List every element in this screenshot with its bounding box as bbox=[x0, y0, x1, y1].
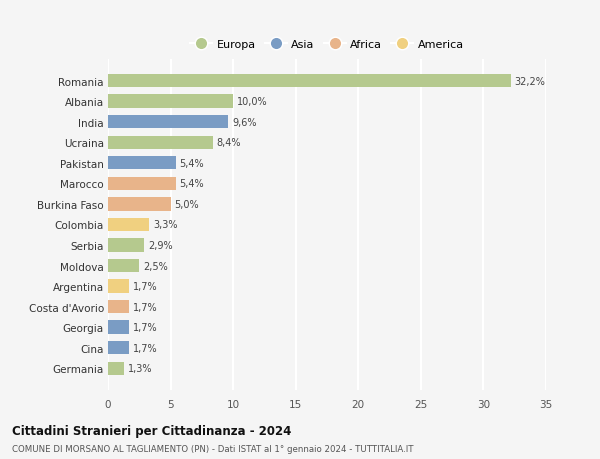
Text: 1,7%: 1,7% bbox=[133, 281, 158, 291]
Text: 8,4%: 8,4% bbox=[217, 138, 241, 148]
Bar bbox=[108, 198, 170, 211]
Text: 1,7%: 1,7% bbox=[133, 343, 158, 353]
Text: COMUNE DI MORSANO AL TAGLIAMENTO (PN) - Dati ISTAT al 1° gennaio 2024 - TUTTITAL: COMUNE DI MORSANO AL TAGLIAMENTO (PN) - … bbox=[12, 444, 413, 453]
Bar bbox=[108, 321, 129, 334]
Text: 9,6%: 9,6% bbox=[232, 118, 256, 127]
Text: 5,4%: 5,4% bbox=[179, 179, 204, 189]
Bar bbox=[108, 300, 129, 313]
Bar bbox=[108, 95, 233, 108]
Bar bbox=[108, 239, 144, 252]
Text: Cittadini Stranieri per Cittadinanza - 2024: Cittadini Stranieri per Cittadinanza - 2… bbox=[12, 424, 292, 437]
Bar bbox=[108, 116, 228, 129]
Text: 1,7%: 1,7% bbox=[133, 302, 158, 312]
Text: 3,3%: 3,3% bbox=[153, 220, 178, 230]
Bar bbox=[108, 259, 139, 273]
Text: 2,9%: 2,9% bbox=[148, 241, 173, 251]
Text: 1,7%: 1,7% bbox=[133, 323, 158, 332]
Bar bbox=[108, 75, 511, 88]
Text: 5,0%: 5,0% bbox=[175, 199, 199, 209]
Text: 5,4%: 5,4% bbox=[179, 158, 204, 168]
Bar bbox=[108, 136, 213, 150]
Bar bbox=[108, 280, 129, 293]
Bar bbox=[108, 218, 149, 232]
Legend: Europa, Asia, Africa, America: Europa, Asia, Africa, America bbox=[185, 35, 469, 54]
Bar bbox=[108, 341, 129, 355]
Bar bbox=[108, 157, 176, 170]
Text: 1,3%: 1,3% bbox=[128, 364, 152, 374]
Text: 10,0%: 10,0% bbox=[237, 97, 268, 107]
Text: 32,2%: 32,2% bbox=[515, 76, 545, 86]
Text: 2,5%: 2,5% bbox=[143, 261, 168, 271]
Bar bbox=[108, 177, 176, 190]
Bar bbox=[108, 362, 124, 375]
